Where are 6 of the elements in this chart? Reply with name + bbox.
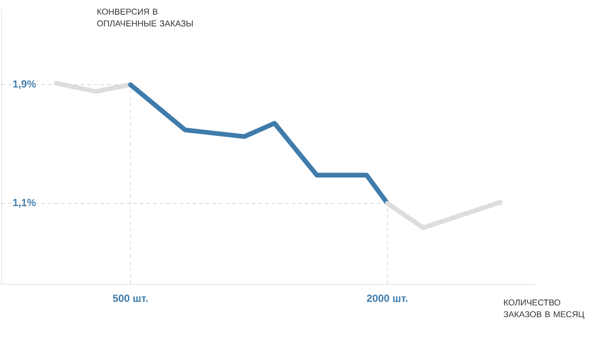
x-axis-title: КОЛИЧЕСТВО ЗАКАЗОВ В МЕСЯЦ [504,299,584,319]
x-tick-label: 500 шт. [112,294,148,302]
x-tick-label: 2000 шт. [366,294,408,302]
y-tick-label: 1,9% [13,80,36,90]
line-series [128,82,390,206]
y-axis-title: КОНВЕРСИЯ В ОПЛАЧЕННЫЕ ЗАКАЗЫ [97,8,193,26]
